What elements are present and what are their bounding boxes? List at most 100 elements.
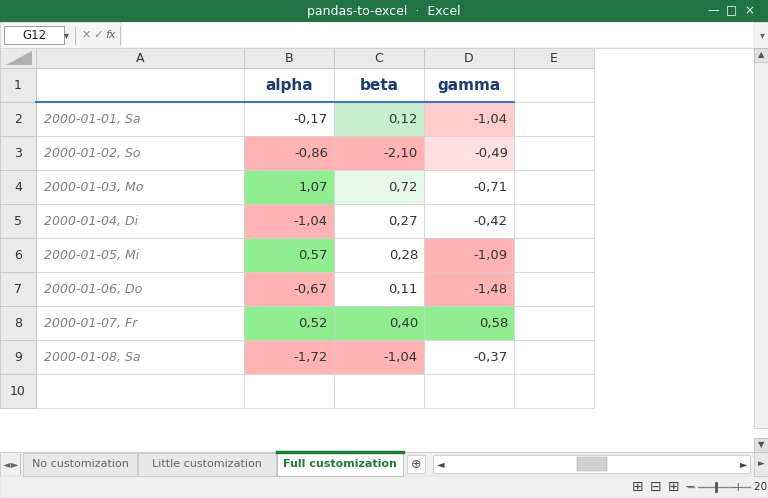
Bar	[514, 374, 594, 408]
Bar	[754, 452, 768, 476]
Bar	[334, 272, 424, 306]
Text: 0,52: 0,52	[299, 317, 328, 330]
Text: 0,40: 0,40	[389, 317, 418, 330]
Text: 2000-01-06, Do: 2000-01-06, Do	[44, 282, 142, 295]
Bar	[334, 170, 424, 204]
Text: 4: 4	[14, 180, 22, 194]
Bar	[36, 238, 244, 272]
Bar	[514, 238, 594, 272]
Text: 0,58: 0,58	[478, 317, 508, 330]
Text: B: B	[285, 51, 293, 65]
Text: E: E	[550, 51, 558, 65]
Bar	[0, 452, 768, 476]
Bar	[244, 102, 334, 136]
Bar	[514, 48, 594, 68]
Bar	[514, 102, 594, 136]
Bar	[754, 48, 768, 428]
Text: gamma: gamma	[437, 78, 501, 93]
Bar	[424, 306, 514, 340]
Text: 1,07: 1,07	[299, 180, 328, 194]
Text: beta: beta	[359, 78, 399, 93]
Text: 9: 9	[14, 351, 22, 364]
Bar	[424, 68, 514, 102]
Text: 2: 2	[14, 113, 22, 125]
Bar	[424, 48, 514, 68]
Text: −: −	[685, 481, 695, 494]
Text: 2000-01-03, Mo: 2000-01-03, Mo	[44, 180, 144, 194]
Text: ⊞: ⊞	[668, 480, 680, 494]
Bar	[36, 340, 244, 374]
Text: ▼: ▼	[758, 441, 764, 450]
Text: 0,12: 0,12	[389, 113, 418, 125]
Text: 5: 5	[14, 215, 22, 228]
Bar	[23, 453, 137, 476]
Text: ✕: ✕	[81, 30, 91, 40]
Text: ▾: ▾	[64, 30, 68, 40]
Bar	[4, 26, 64, 44]
Text: -0,67: -0,67	[294, 282, 328, 295]
Text: -1,72: -1,72	[293, 351, 328, 364]
Bar	[36, 306, 244, 340]
Bar	[334, 48, 424, 68]
Bar	[0, 374, 36, 408]
Bar	[424, 170, 514, 204]
Text: ▾: ▾	[760, 30, 764, 40]
Text: -1,04: -1,04	[384, 351, 418, 364]
Bar	[514, 272, 594, 306]
Text: □: □	[726, 4, 737, 17]
Bar	[334, 136, 424, 170]
Text: -1,04: -1,04	[474, 113, 508, 125]
Text: ✓: ✓	[94, 30, 103, 40]
Bar	[0, 340, 36, 374]
Text: -1,09: -1,09	[474, 249, 508, 261]
Text: 2000-01-05, Mi: 2000-01-05, Mi	[44, 249, 139, 261]
Bar	[244, 238, 334, 272]
Bar	[36, 102, 244, 136]
Bar	[334, 68, 424, 102]
Text: -2,10: -2,10	[384, 146, 418, 159]
Bar	[36, 204, 244, 238]
Text: 6: 6	[14, 249, 22, 261]
Text: 205 %: 205 %	[754, 482, 768, 492]
Bar	[244, 48, 334, 68]
Bar	[36, 68, 244, 102]
Bar	[0, 22, 768, 48]
Text: 2000-01-02, So: 2000-01-02, So	[44, 146, 141, 159]
Text: -0,42: -0,42	[474, 215, 508, 228]
Bar	[0, 48, 768, 452]
Text: 2000-01-04, Di: 2000-01-04, Di	[44, 215, 138, 228]
Bar	[244, 272, 334, 306]
Text: —: —	[707, 4, 719, 17]
Bar	[36, 48, 244, 68]
Text: No customization: No customization	[31, 459, 128, 469]
Bar	[754, 438, 768, 452]
Text: ►: ►	[12, 459, 18, 469]
Text: -0,37: -0,37	[474, 351, 508, 364]
Bar	[424, 272, 514, 306]
Text: 2000-01-07, Fr: 2000-01-07, Fr	[44, 317, 137, 330]
Bar	[334, 306, 424, 340]
Text: 8: 8	[14, 317, 22, 330]
Bar	[334, 238, 424, 272]
Bar	[0, 272, 36, 306]
Text: 0,72: 0,72	[389, 180, 418, 194]
Bar	[244, 170, 334, 204]
Bar	[424, 136, 514, 170]
Text: 0,28: 0,28	[389, 249, 418, 261]
Text: 0,27: 0,27	[389, 215, 418, 228]
Bar	[0, 238, 36, 272]
Text: pandas-to-excel  ·  Excel: pandas-to-excel · Excel	[307, 4, 461, 17]
Bar	[424, 238, 514, 272]
Bar	[121, 22, 754, 48]
Text: -0,86: -0,86	[294, 146, 328, 159]
Polygon shape	[6, 51, 32, 65]
Bar	[244, 204, 334, 238]
Bar	[138, 453, 276, 476]
Text: -0,71: -0,71	[474, 180, 508, 194]
Bar	[0, 102, 36, 136]
Text: ×: ×	[744, 4, 754, 17]
Bar	[0, 204, 36, 238]
Bar	[424, 374, 514, 408]
Bar	[424, 204, 514, 238]
Bar	[424, 340, 514, 374]
